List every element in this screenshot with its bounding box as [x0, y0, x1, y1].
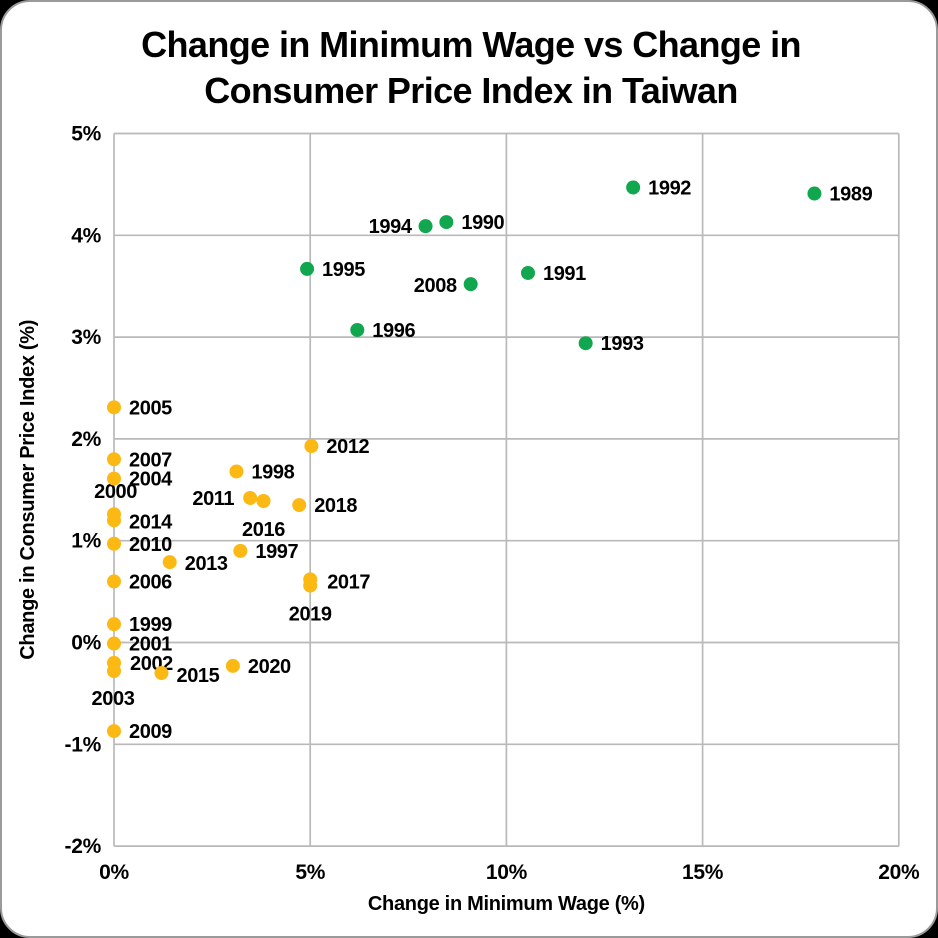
data-point-label-2012: 2012 [326, 436, 369, 458]
page-title-line1: Change in Minimum Wage vs Change in [141, 24, 801, 65]
x-tick-label-15%: 15% [682, 861, 724, 884]
data-point-label-2004: 2004 [129, 469, 173, 491]
data-point-label-2018: 2018 [314, 495, 357, 517]
data-point-label-2009: 2009 [129, 721, 172, 743]
data-point-label-2006: 2006 [129, 571, 172, 593]
data-point-2008 [463, 277, 478, 292]
data-point-2010 [107, 536, 121, 551]
y-tick-label-3%: 3% [71, 326, 101, 349]
data-point-1996 [350, 322, 365, 337]
data-point-2012 [304, 439, 319, 454]
data-point-label-2008: 2008 [414, 275, 457, 297]
page-title: Change in Minimum Wage vs Change in Cons… [2, 22, 936, 114]
y-axis-title: Change in Consumer Price Index (%) [17, 320, 39, 660]
data-point-1991 [520, 265, 535, 280]
data-point-label-2003: 2003 [92, 688, 135, 710]
data-point-1994 [418, 219, 433, 234]
y-tick-label-0%: 0% [71, 632, 101, 655]
data-point-label-1995: 1995 [322, 259, 365, 281]
data-point-2019 [303, 578, 318, 593]
data-point-2004 [107, 471, 121, 486]
y-tick-label-5%: 5% [71, 123, 101, 146]
data-point-1993 [578, 336, 593, 351]
data-point-2020 [225, 658, 240, 673]
x-tick-label-0%: 0% [99, 861, 129, 884]
data-point-label-1999: 1999 [129, 614, 172, 636]
page-title-line2: Consumer Price Index in Taiwan [204, 70, 738, 111]
data-point-label-2011: 2011 [192, 488, 234, 510]
data-point-label-1998: 1998 [251, 461, 294, 483]
data-point-2007 [107, 452, 121, 467]
data-point-1998 [229, 464, 244, 479]
data-point-2001 [107, 636, 121, 651]
data-point-label-1994: 1994 [369, 216, 413, 238]
data-point-label-2013: 2013 [185, 553, 228, 575]
y-tick-label--2%: -2% [65, 835, 102, 858]
data-point-label-2016: 2016 [242, 519, 285, 541]
data-point-label-2000: 2000 [94, 481, 137, 503]
data-point-label-2001: 2001 [129, 634, 172, 656]
y-tick-label-4%: 4% [71, 224, 101, 247]
data-point-2011 [243, 490, 258, 505]
x-axis-title: Change in Minimum Wage (%) [368, 893, 645, 915]
data-point-label-2015: 2015 [176, 665, 219, 687]
data-point-1995 [300, 261, 315, 276]
data-point-label-2010: 2010 [129, 534, 172, 556]
data-point-label-1991: 1991 [543, 263, 586, 285]
data-point-2018 [292, 498, 307, 513]
data-point-2009 [107, 724, 121, 739]
data-point-1997 [233, 543, 248, 558]
data-point-label-1993: 1993 [601, 333, 644, 355]
x-tick-label-10%: 10% [486, 861, 528, 884]
y-tick-label--1%: -1% [65, 733, 102, 756]
data-point-label-2020: 2020 [248, 656, 291, 678]
data-point-label-2017: 2017 [327, 571, 370, 593]
data-point-label-1989: 1989 [829, 184, 872, 206]
data-point-2016 [256, 493, 271, 508]
data-point-1992 [626, 180, 641, 195]
data-point-2003 [107, 664, 121, 679]
data-point-label-1996: 1996 [372, 320, 415, 342]
y-tick-label-2%: 2% [71, 428, 101, 451]
data-point-label-2014: 2014 [129, 511, 173, 533]
data-point-label-1992: 1992 [648, 177, 691, 199]
data-point-label-1997: 1997 [255, 541, 298, 563]
data-point-label-2007: 2007 [129, 449, 172, 471]
data-point-2013 [162, 555, 177, 570]
data-point-label-2019: 2019 [289, 603, 332, 625]
data-point-2015 [154, 666, 169, 681]
data-point-1990 [439, 215, 454, 230]
x-tick-label-20%: 20% [878, 861, 920, 884]
data-point-2014 [107, 513, 121, 528]
data-point-1999 [107, 617, 121, 632]
data-point-2005 [107, 400, 121, 415]
x-tick-label-5%: 5% [295, 861, 325, 884]
data-point-label-2005: 2005 [129, 397, 172, 419]
data-point-1989 [807, 186, 822, 201]
y-tick-label-1%: 1% [71, 530, 101, 553]
data-point-label-1990: 1990 [461, 212, 504, 234]
data-point-2006 [107, 574, 121, 589]
